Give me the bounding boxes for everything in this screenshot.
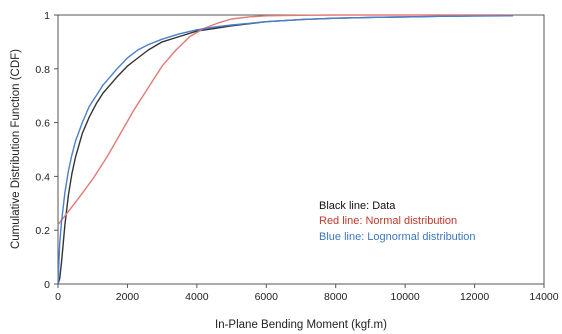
y-tick-label: 0.6 — [35, 118, 50, 130]
y-tick-label: 0.4 — [35, 171, 50, 183]
y-tick-label: 1 — [44, 10, 50, 22]
y-axis-ticks: 0 0.2 0.4 0.6 0.8 1 — [35, 10, 58, 291]
plot-area — [57, 14, 545, 285]
legend: Black line: Data Red line: Normal distri… — [319, 200, 476, 243]
legend-lognormal-label: Blue line: Lognormal distribution — [319, 231, 476, 243]
y-tick-label: 0.8 — [35, 64, 50, 76]
x-tick-label: 10000 — [391, 291, 420, 303]
x-tick-label: 2000 — [116, 291, 140, 303]
x-tick-label: 0 — [55, 291, 61, 303]
x-tick-label: 8000 — [324, 291, 348, 303]
x-axis-ticks: 0 2000 4000 6000 8000 10000 12000 14000 — [55, 284, 559, 303]
x-tick-label: 6000 — [255, 291, 279, 303]
y-tick-label: 0.2 — [35, 225, 50, 237]
legend-data-label: Black line: Data — [319, 200, 396, 212]
series-lines — [57, 14, 513, 285]
x-tick-label: 4000 — [185, 291, 209, 303]
x-tick-label: 12000 — [460, 291, 489, 303]
y-axis-title: Cumulative Distribution Function (CDF) — [10, 49, 22, 249]
x-axis-title: In-Plane Bending Moment (kgf.m) — [215, 319, 387, 331]
series-line-lognormal — [57, 15, 513, 285]
x-tick-label: 14000 — [529, 291, 558, 303]
legend-normal-label: Red line: Normal distribution — [319, 215, 457, 227]
series-line-normal — [57, 14, 513, 226]
y-tick-label: 0 — [44, 279, 50, 291]
